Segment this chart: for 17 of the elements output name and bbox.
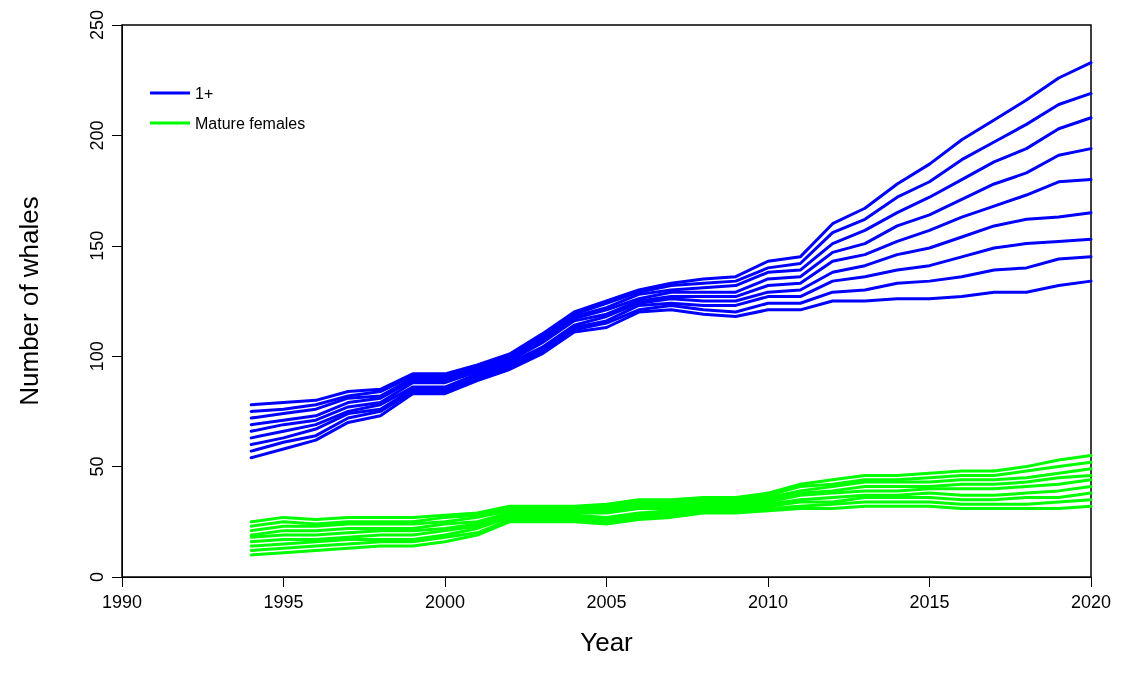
y-tick-label: 100 <box>87 341 107 372</box>
legend-label: Mature females <box>195 114 306 132</box>
x-tick-label: 2010 <box>747 592 789 612</box>
x-tick-label: 2015 <box>909 592 950 612</box>
y-axis-title: Number of whales <box>14 196 44 406</box>
x-axis-title: Year <box>580 627 634 657</box>
x-tick-label: 2000 <box>424 592 466 612</box>
y-tick-label: 0 <box>87 571 107 583</box>
x-tick-label: 2020 <box>1070 592 1112 612</box>
y-tick-label: 150 <box>87 230 107 261</box>
x-tick-label: 2005 <box>586 592 627 612</box>
x-tick-label: 1990 <box>101 592 143 612</box>
y-tick-label: 250 <box>87 9 107 41</box>
y-tick-label: 200 <box>87 120 107 151</box>
x-tick-label: 1995 <box>263 592 304 612</box>
legend-label: 1+ <box>195 84 214 102</box>
y-tick-label: 50 <box>87 456 107 477</box>
